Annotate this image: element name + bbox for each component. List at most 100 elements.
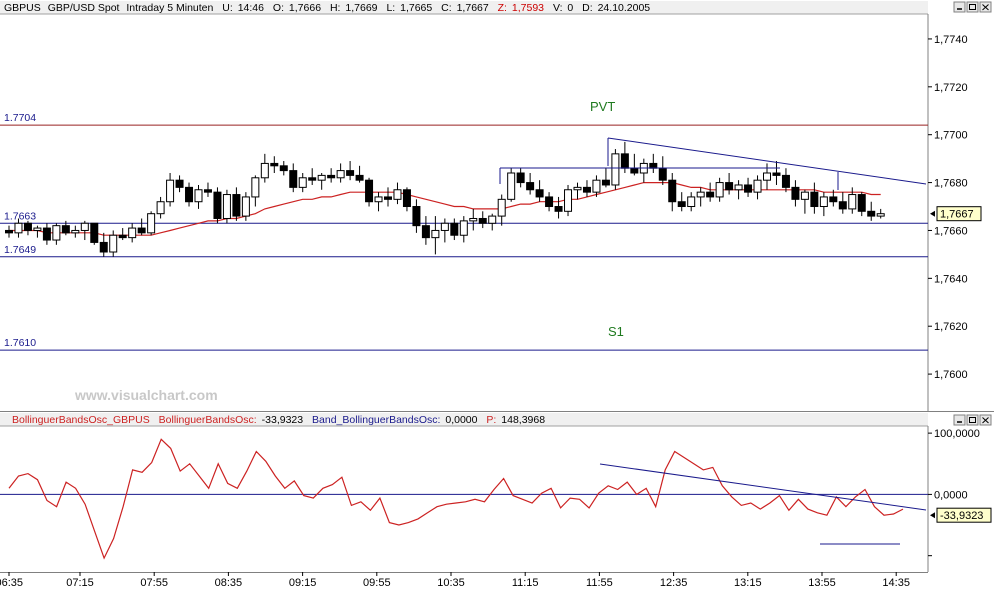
candle-body-down xyxy=(516,172,525,184)
time-tick-label: 10:35 xyxy=(437,577,465,589)
candle-body-up xyxy=(52,225,61,241)
candle-body-down xyxy=(23,222,32,231)
candle-body-down xyxy=(365,179,374,203)
candle-body-up xyxy=(687,196,696,208)
candle xyxy=(725,173,734,195)
candle-body-up xyxy=(440,222,449,231)
candle xyxy=(601,168,610,188)
osc-minimize-button[interactable] xyxy=(953,414,966,426)
interval-label: Intraday 5 Minuten xyxy=(126,2,213,14)
candle-body-up xyxy=(876,213,885,217)
candle-body-up xyxy=(507,172,516,200)
last-price-label: 1,7667 xyxy=(940,209,974,221)
candle xyxy=(71,225,80,238)
candle-body-down xyxy=(90,222,99,243)
candle xyxy=(715,177,724,202)
symbol-name: GBP/USD Spot xyxy=(48,2,120,14)
candle-body-up xyxy=(431,229,440,239)
d-value: 24.10.2005 xyxy=(598,2,651,14)
candle xyxy=(800,189,809,214)
o-label: O: xyxy=(273,2,284,14)
price-y-tick-label: 1,7720 xyxy=(934,82,968,94)
candle xyxy=(819,192,828,217)
candle-body-down xyxy=(857,194,866,212)
level-value-label: 1.7610 xyxy=(4,337,36,349)
price-maximize-button[interactable] xyxy=(966,1,979,13)
candle xyxy=(545,192,554,212)
candle xyxy=(412,199,421,233)
time-tick-label: 14:35 xyxy=(882,577,910,589)
osc-close-button[interactable] xyxy=(979,414,992,426)
candle-body-down xyxy=(668,179,677,203)
candle xyxy=(355,165,364,183)
candle xyxy=(374,192,383,212)
candle-body-down xyxy=(421,225,430,239)
candle xyxy=(867,201,876,221)
candle xyxy=(194,184,203,209)
h-value: 1,7669 xyxy=(345,2,377,14)
candle xyxy=(203,182,212,197)
osc-p-value: 148,3968 xyxy=(501,414,545,426)
candle xyxy=(497,194,506,226)
osc-series1-value: -33,9323 xyxy=(262,414,304,426)
candle-body-up xyxy=(715,182,724,198)
candle xyxy=(213,187,222,224)
watermark-text: www.visualchart.com xyxy=(74,387,218,403)
price-levels: 1.7704 PVT 1.7610 S1 1.7663 1.7649 xyxy=(0,99,928,351)
candle xyxy=(365,177,374,207)
price-y-tick-label: 1,7600 xyxy=(934,369,968,381)
osc-y-tick-label: 100,0000 xyxy=(934,428,980,440)
candle xyxy=(554,196,563,219)
candle xyxy=(52,223,61,245)
candle-body-down xyxy=(346,170,355,176)
candle-body-up xyxy=(753,179,762,193)
candle-body-up xyxy=(147,213,156,234)
candle-body-up xyxy=(393,189,402,200)
candle xyxy=(336,163,345,183)
candle-body-up xyxy=(317,174,326,181)
candle xyxy=(592,175,601,197)
candle xyxy=(185,182,194,207)
candle xyxy=(516,168,525,188)
osc-last-value-marker: -33,9323 xyxy=(930,507,992,523)
osc-series1-name: BollinguerBandsOsc_GBPUS xyxy=(12,414,150,426)
osc-maximize-button[interactable] xyxy=(966,414,979,426)
candle-body-down xyxy=(478,217,487,224)
candle-body-down xyxy=(185,186,194,203)
candle-body-down xyxy=(213,191,222,219)
candle xyxy=(791,180,800,207)
time-axis: 06:35 07:15 07:55 08:35 09:15 09:55 10:35 11:15… xyxy=(0,572,994,589)
candle-body-up xyxy=(166,179,175,203)
osc-series2-value: 0,0000 xyxy=(445,414,477,426)
osc-p-label: P: xyxy=(486,414,496,426)
osc-trendlines xyxy=(599,463,927,545)
candle xyxy=(582,180,591,197)
candle xyxy=(346,161,355,181)
price-y-tick-label: 1,7740 xyxy=(934,34,968,46)
candle xyxy=(384,187,392,207)
price-close-button[interactable] xyxy=(979,1,992,13)
candle xyxy=(5,225,13,238)
price-header-text: GBPUS GBP/USD Spot Intraday 5 Minuten U:… xyxy=(4,2,650,14)
candle-body-down xyxy=(384,196,392,200)
candle xyxy=(327,168,336,183)
candle xyxy=(99,232,108,257)
candle xyxy=(14,218,23,238)
candle xyxy=(402,187,411,212)
candle xyxy=(317,173,326,190)
candle-body-up xyxy=(573,186,582,191)
candle-body-down xyxy=(781,174,790,188)
candle-body-down xyxy=(175,179,184,188)
time-tick-label: 13:15 xyxy=(734,577,762,589)
candle-body-up xyxy=(848,194,857,210)
z-value: 1,7593 xyxy=(512,2,544,14)
price-minimize-button[interactable] xyxy=(953,1,966,13)
candle-body-up xyxy=(734,184,743,191)
level-value-label: 1.7663 xyxy=(4,210,36,222)
candle-body-down xyxy=(545,196,554,208)
candle-body-down xyxy=(535,189,544,198)
candle xyxy=(156,196,165,219)
price-y-tick-label: 1,7640 xyxy=(934,273,968,285)
osc-last-box xyxy=(936,507,992,523)
level-name-label: PVT xyxy=(590,99,615,114)
